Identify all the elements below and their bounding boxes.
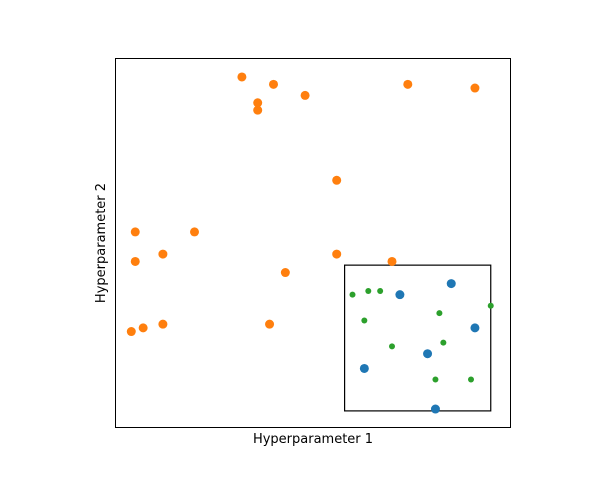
data-point xyxy=(361,317,368,324)
data-point xyxy=(377,287,384,294)
data-point xyxy=(130,227,140,237)
data-point xyxy=(158,319,168,329)
plot-area xyxy=(115,58,511,428)
data-point xyxy=(423,349,433,359)
data-point xyxy=(126,327,136,337)
x-axis-label: Hyperparameter 1 xyxy=(253,432,373,447)
data-point xyxy=(280,268,290,278)
data-point xyxy=(253,105,263,115)
data-point xyxy=(332,175,342,185)
series-1 xyxy=(126,72,480,337)
data-point xyxy=(253,98,263,108)
data-point xyxy=(387,256,397,266)
annotation-rectangle xyxy=(344,264,492,412)
data-point xyxy=(470,323,480,333)
data-point xyxy=(403,79,413,89)
data-point xyxy=(432,376,439,383)
data-point xyxy=(365,287,372,294)
annotation-layer xyxy=(344,264,492,412)
data-point xyxy=(359,363,369,373)
data-point xyxy=(138,323,148,333)
data-point xyxy=(349,291,356,298)
data-point xyxy=(158,249,168,259)
data-point xyxy=(436,310,443,317)
data-point xyxy=(440,339,447,346)
data-point xyxy=(389,343,395,350)
data-point xyxy=(190,227,199,237)
points-layer xyxy=(126,72,494,414)
data-point xyxy=(269,79,278,89)
data-point xyxy=(487,302,494,309)
data-point xyxy=(130,256,140,266)
data-point xyxy=(468,376,474,383)
data-point xyxy=(300,90,310,100)
y-axis-label: Hyperparameter 2 xyxy=(94,183,109,303)
series-2 xyxy=(359,279,480,414)
data-point xyxy=(470,83,480,93)
series-3 xyxy=(349,287,494,383)
data-point xyxy=(265,319,275,329)
data-point xyxy=(395,290,405,300)
plot-frame xyxy=(115,58,511,428)
data-point xyxy=(430,404,440,414)
data-point xyxy=(446,279,456,289)
data-point xyxy=(332,249,342,259)
data-point xyxy=(237,72,247,82)
